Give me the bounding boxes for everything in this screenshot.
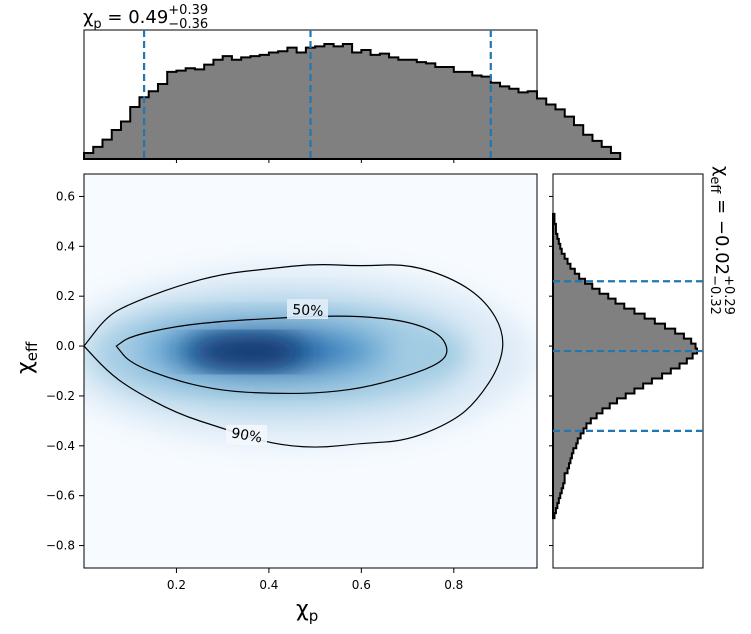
right-hist-bars <box>552 212 698 520</box>
contour-label-50: 50% <box>292 302 324 320</box>
y-tick-label: −0.8 <box>46 539 75 553</box>
x-axis-ticks: 0.2 0.4 0.6 0.8 <box>167 568 463 592</box>
x-tick-label: 0.6 <box>352 578 371 592</box>
x-axis-label: χp <box>296 597 318 625</box>
top-title: χp = 0.49+0.39 −0.36 <box>83 3 208 32</box>
x-tick-label: 0.2 <box>167 578 186 592</box>
y-tick-label: 0.0 <box>56 339 75 353</box>
y-tick-label: 0.4 <box>56 239 75 253</box>
y-tick-label: −0.4 <box>46 439 75 453</box>
y-tick-label: 0.6 <box>56 189 75 203</box>
y-axis-ticks: 0.6 0.4 0.2 0.0 −0.2 −0.4 −0.6 −0.8 <box>46 189 84 553</box>
top-marginal-histogram <box>83 29 622 163</box>
y-tick-label: 0.2 <box>56 289 75 303</box>
right-title: χeff = −0.02+0.29−0.32 <box>707 166 736 315</box>
y-axis-label: χeff <box>13 341 41 374</box>
y-tick-label: −0.6 <box>46 489 75 503</box>
top-x-ticks <box>175 159 455 163</box>
top-hist-bars <box>83 43 622 160</box>
density-heatmap <box>84 266 535 447</box>
right-quantile-lines <box>553 280 703 432</box>
x-tick-label: 0.4 <box>259 578 278 592</box>
right-y-ticks <box>549 195 553 547</box>
joint-density-plot: 50% 90% 0.2 0.4 0.6 0.8 0.6 0.4 0.2 0.0 −0.2 −0.… <box>46 173 538 592</box>
x-tick-label: 0.8 <box>444 578 463 592</box>
contour-50 <box>115 315 448 395</box>
right-marginal-histogram <box>549 173 704 569</box>
y-tick-label: −0.2 <box>46 389 75 403</box>
contour-label-90: 90% <box>230 425 263 446</box>
